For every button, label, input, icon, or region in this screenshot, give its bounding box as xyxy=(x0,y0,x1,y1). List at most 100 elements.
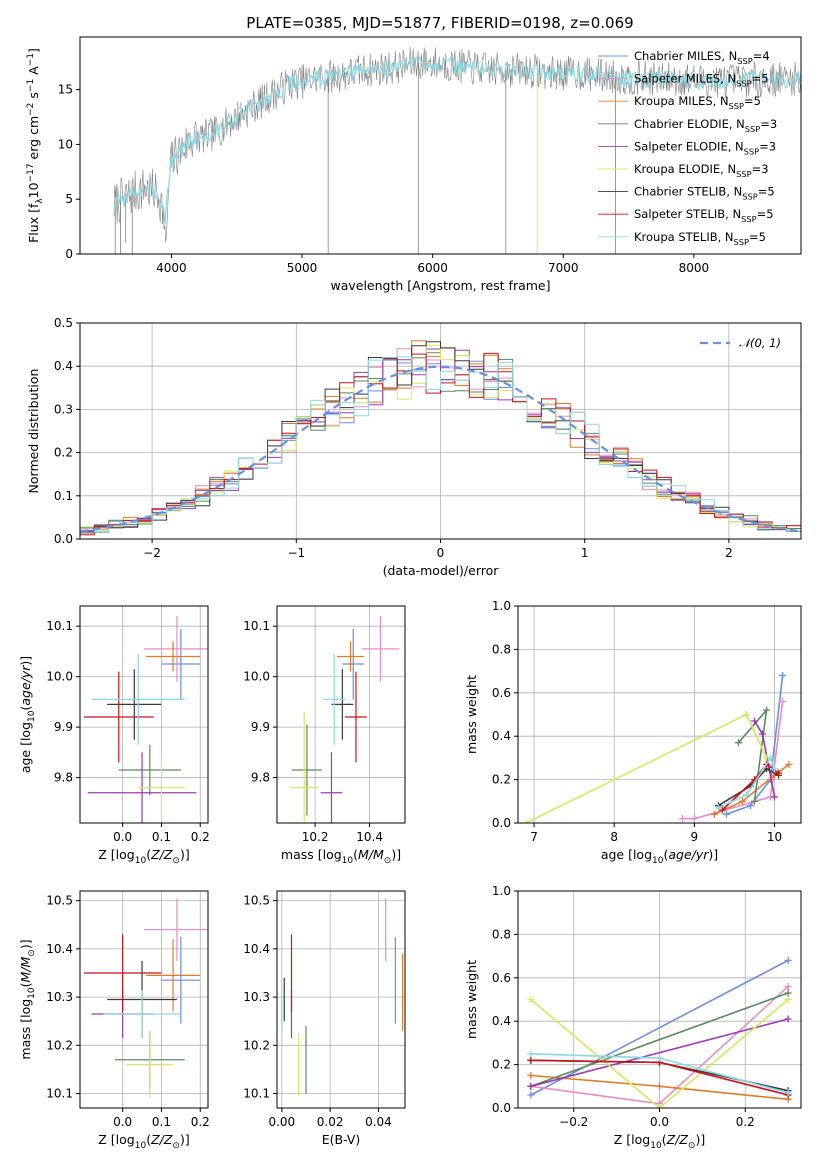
x-tick-label: 1 xyxy=(581,546,589,560)
x-tick-label: 8000 xyxy=(679,261,710,275)
error-bar-point xyxy=(342,628,365,700)
x-tick-label: 0.04 xyxy=(365,1115,392,1129)
error-bar-point xyxy=(83,934,162,1012)
weight-marker xyxy=(742,791,750,799)
weight-marker xyxy=(527,1091,535,1099)
error-bar-point xyxy=(336,641,365,672)
x-axis-label: Z [log10(Z/Z⊙)] xyxy=(98,1132,189,1151)
y-tick-label: 5 xyxy=(65,192,73,206)
y-tick-label: 10.3 xyxy=(243,990,270,1004)
x-tick-label: 0.1 xyxy=(152,830,171,844)
spectrum-plot-area xyxy=(113,46,801,254)
age_vs_mass-plot-area xyxy=(290,616,400,823)
y-tick-label: 15 xyxy=(58,83,73,97)
mass_vs_EBV-plot-area xyxy=(281,898,404,1096)
y-axis-label: mass [log10(M/M⊙)] xyxy=(18,939,37,1059)
legend-entry: Kroupa MILES, NSSP=5 xyxy=(634,94,761,111)
error-bar-point xyxy=(361,616,400,682)
weight-marker xyxy=(714,804,722,812)
weight-marker xyxy=(763,706,771,714)
mass_vs_Z-plot-area xyxy=(83,898,208,1099)
y-tick-label: 10.1 xyxy=(46,619,73,633)
weight_vs_age-frame xyxy=(517,605,802,824)
weight-marker xyxy=(784,996,792,1003)
y-axis-label: Flux [fλ10−17 erg cm−2 s−1 A−1] xyxy=(26,48,45,243)
weight-series-line xyxy=(726,675,784,816)
x-axis-label: wavelength [Angstrom, rest frame] xyxy=(330,278,550,293)
weight-marker xyxy=(779,697,787,705)
y-tick-label: 0.4 xyxy=(492,729,511,743)
error-bar-point xyxy=(103,989,181,1039)
weight-marker xyxy=(759,730,767,738)
legend-entry: Salpeter ELODIE, NSSP=3 xyxy=(634,139,776,156)
x-tick-label: 4000 xyxy=(156,261,187,275)
y-tick-label: 0.6 xyxy=(492,686,511,700)
weight-marker xyxy=(527,1071,535,1079)
mass_vs_Z-frame xyxy=(79,890,209,1109)
y-axis-label: age [log10(age/yr)] xyxy=(18,656,37,773)
weight-marker xyxy=(656,1054,663,1062)
weight-marker xyxy=(710,810,718,818)
error-bar-point xyxy=(291,724,322,816)
x-tick-label: 5000 xyxy=(287,261,318,275)
x-tick-label: 0.2 xyxy=(191,830,210,844)
y-tick-label: 0.1 xyxy=(54,489,73,503)
error-bar-point xyxy=(138,757,185,818)
y-tick-label: 0.6 xyxy=(492,971,511,985)
y-tick-label: 10.5 xyxy=(243,894,270,908)
weight-series xyxy=(751,717,779,801)
x-tick-label: 8 xyxy=(610,830,618,844)
residuals-frame xyxy=(79,322,802,540)
y-tick-label: 0.8 xyxy=(492,927,511,941)
x-tick-label: 0.02 xyxy=(317,1115,344,1129)
weight-marker xyxy=(734,739,742,747)
weight_vs_Z-frame xyxy=(517,890,802,1109)
error-bar-point xyxy=(126,1030,174,1099)
y-tick-label: 0.2 xyxy=(54,446,73,460)
error-bar-point xyxy=(107,669,162,740)
weight-marker xyxy=(784,1015,792,1023)
y-tick-label: 0.2 xyxy=(492,1058,511,1072)
legend-entry: Chabrier STELIB, NSSP=5 xyxy=(634,185,775,202)
weight-series xyxy=(527,1071,792,1103)
weight-marker xyxy=(771,793,779,801)
y-tick-label: 0.0 xyxy=(492,816,511,830)
y-tick-label: 0.0 xyxy=(492,1101,511,1115)
weight-marker xyxy=(785,760,793,768)
weight-marker xyxy=(751,717,759,725)
x-tick-label: 9 xyxy=(691,830,699,844)
x-tick-label: 10.4 xyxy=(356,830,383,844)
error-bar-point xyxy=(320,752,343,823)
x-tick-label: 0 xyxy=(437,546,445,560)
y-tick-label: 0.2 xyxy=(492,773,511,787)
weight-series-line xyxy=(530,959,789,1096)
weight-series xyxy=(527,996,792,1108)
y-tick-label: 0.4 xyxy=(492,1014,511,1028)
y-tick-label: 1.0 xyxy=(492,884,511,898)
weight-marker xyxy=(784,989,792,997)
y-tick-label: 10 xyxy=(58,137,73,151)
weight-series-line xyxy=(530,998,789,1108)
weight_vs_Z-plot-area xyxy=(527,956,792,1108)
figure-title: PLATE=0385, MJD=51877, FIBERID=0198, z=0… xyxy=(246,14,633,32)
weight-marker xyxy=(678,815,686,823)
weight-series xyxy=(734,706,771,805)
y-tick-label: 9.9 xyxy=(54,720,73,734)
error-bar-point xyxy=(118,744,181,796)
x-tick-label: 0.2 xyxy=(191,1115,210,1129)
y-tick-label: 10.1 xyxy=(243,1087,270,1101)
model-spectrum-line xyxy=(113,56,801,225)
weight-marker xyxy=(656,1104,663,1108)
error-bar-point xyxy=(345,671,367,763)
y-tick-label: 10.4 xyxy=(46,942,73,956)
error-bar-point xyxy=(290,711,318,823)
residuals-plot-area xyxy=(80,340,801,539)
x-tick-label: 0.0 xyxy=(650,1115,669,1129)
error-bar-point xyxy=(87,752,197,823)
x-tick-label: 0.0 xyxy=(113,1115,132,1129)
weight_vs_Z-panel: −0.2 0.0 0.2 0.0 0.2 0.4 0.6 0.8 1.0 Z [log10(Z/Z… xyxy=(464,884,802,1151)
error-bar-point xyxy=(161,936,201,1024)
x-axis-label: Z [log10(Z/Z⊙)] xyxy=(614,1132,705,1151)
y-tick-label: 10.4 xyxy=(243,942,270,956)
